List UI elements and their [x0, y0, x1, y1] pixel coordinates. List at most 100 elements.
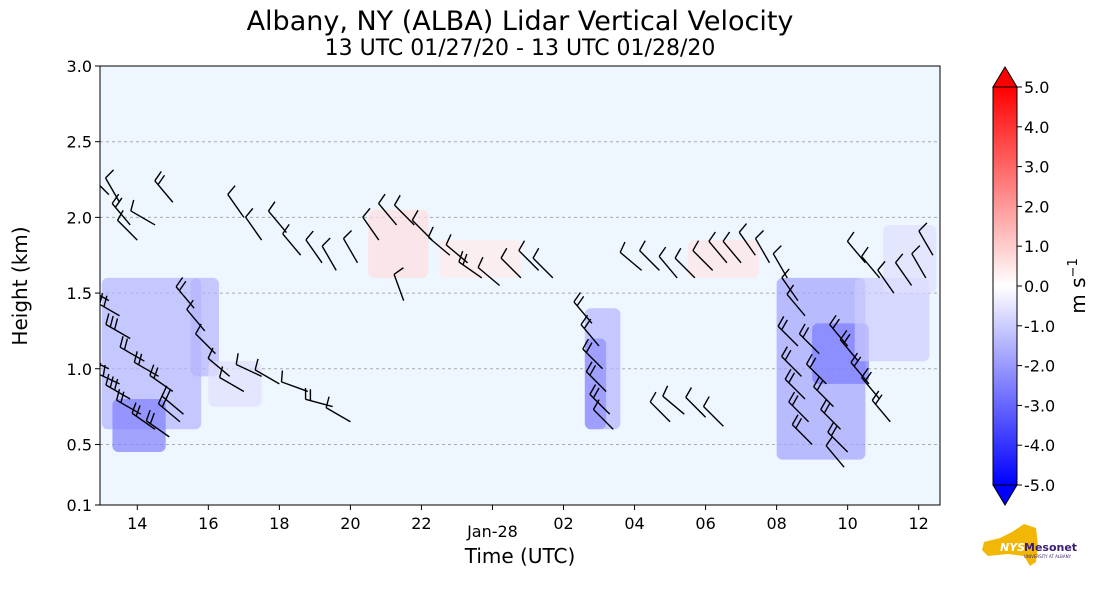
wind-barb-flag [589, 364, 597, 376]
wind-barb [175, 276, 195, 309]
wind-barb-shaft [254, 369, 280, 385]
colorbar-tick-label: 4.0 [1024, 118, 1049, 137]
wind-barb [846, 231, 866, 264]
wind-barb-flag [393, 194, 401, 206]
wind-barb-flag [102, 364, 106, 377]
wind-barb [861, 246, 881, 279]
wind-barb [784, 368, 806, 400]
velocity-region [439, 240, 521, 278]
y-tick-label: 3.0 [67, 57, 92, 76]
wind-barb-flag [619, 241, 626, 253]
wind-barb [157, 393, 181, 423]
velocity-region [584, 338, 607, 430]
velocity-region [101, 277, 202, 430]
nys-mesonet-logo: NYS Mesonet UNIVERSITY AT ALBANY [982, 524, 1077, 566]
wind-barb-shaft [861, 256, 881, 279]
wind-barb-shaft [100, 303, 120, 317]
wind-barb-flag [325, 396, 330, 408]
wind-barb [305, 230, 323, 264]
wind-barb-flag [830, 425, 838, 437]
wind-barb-flag [94, 361, 96, 372]
y-tick-label: 1.0 [67, 360, 92, 379]
wind-barb-shaft [325, 407, 351, 423]
wind-barb [321, 237, 337, 271]
wind-barb-flag [218, 366, 224, 378]
wind-barb-shaft [282, 233, 302, 256]
wind-barb-shaft [639, 250, 660, 271]
wind-barb-shaft [394, 204, 415, 226]
wind-barb [777, 316, 799, 347]
wind-barb [254, 358, 280, 385]
logo-university-text: UNIVERSITY AT ALBANY [1024, 554, 1072, 559]
wind-barb [592, 399, 614, 430]
wind-barb-flag [846, 231, 855, 242]
wind-barb [791, 414, 813, 445]
wind-barb-flag [149, 412, 155, 424]
wind-barb [754, 229, 771, 264]
wind-barb-shaft [227, 194, 245, 218]
wind-barb-flag [178, 280, 187, 291]
wind-barb-shaft [267, 210, 288, 233]
x-tick-label: 18 [269, 514, 289, 533]
wind-barb [458, 250, 483, 279]
wind-barb [244, 207, 263, 241]
wind-barb-shaft [846, 240, 866, 264]
wind-barb-flag [500, 247, 508, 259]
wind-barb-flag [393, 267, 404, 275]
wind-barb-shaft [100, 374, 120, 385]
wind-barb-shaft [786, 293, 806, 317]
wind-barb-flag [103, 295, 108, 307]
wind-barb-flag [576, 295, 585, 307]
wind-barb [325, 396, 351, 423]
wind-barb [280, 370, 309, 393]
wind-barb [738, 223, 756, 256]
wind-barb-shaft [305, 239, 323, 264]
wind-barb-flag [918, 222, 928, 232]
wind-barb [722, 231, 742, 264]
wind-barb-flag [458, 250, 464, 263]
wind-barb-shaft [321, 245, 337, 271]
wind-barb-flag [738, 223, 748, 233]
wind-barb-flag [84, 346, 86, 357]
y-tick-label: 2.0 [67, 208, 92, 227]
wind-barb-flag [135, 405, 141, 417]
wind-barb-flag [89, 165, 95, 175]
wind-barb-flag [115, 388, 121, 401]
wind-barb [589, 384, 611, 415]
wind-barb [149, 364, 174, 393]
x-tick-label: 12 [909, 514, 929, 533]
colorbar-tick-label: -1.0 [1024, 317, 1055, 336]
wind-barb-shaft [918, 230, 934, 256]
wind-barb-flag [795, 417, 803, 429]
wind-barb [877, 260, 895, 294]
wind-barb-flag [282, 224, 290, 235]
wind-barb [393, 267, 405, 301]
wind-barb [827, 421, 849, 453]
wind-barb-flag [911, 245, 921, 255]
x-tick-label: 02 [553, 514, 573, 533]
wind-barb-shaft [378, 203, 398, 226]
wind-barb [825, 435, 845, 468]
velocity-region [854, 277, 930, 362]
wind-barb [427, 226, 451, 256]
wind-barb-flag [145, 409, 151, 422]
colorbar-tick-label: 3.0 [1024, 158, 1049, 177]
wind-barb-shaft [500, 257, 522, 279]
y-tick-label: 2.5 [67, 133, 92, 152]
wind-barb-flag [477, 256, 484, 268]
wind-barb-flag [585, 342, 593, 353]
wind-barb [532, 247, 554, 279]
wind-barb-shaft [877, 269, 895, 294]
wind-barb-flag [207, 347, 214, 359]
wind-barb [685, 387, 707, 418]
x-tick-label: 06 [695, 514, 715, 533]
wind-barb [692, 240, 714, 271]
wind-barb [105, 313, 131, 340]
wind-barb [477, 256, 501, 287]
wind-barb [130, 199, 156, 226]
wind-barb [580, 314, 600, 347]
wind-barb [582, 338, 604, 370]
logo-nys-text: NYS [1000, 541, 1025, 554]
wind-barb-flag [791, 414, 799, 425]
wind-barb-shaft [186, 309, 206, 332]
